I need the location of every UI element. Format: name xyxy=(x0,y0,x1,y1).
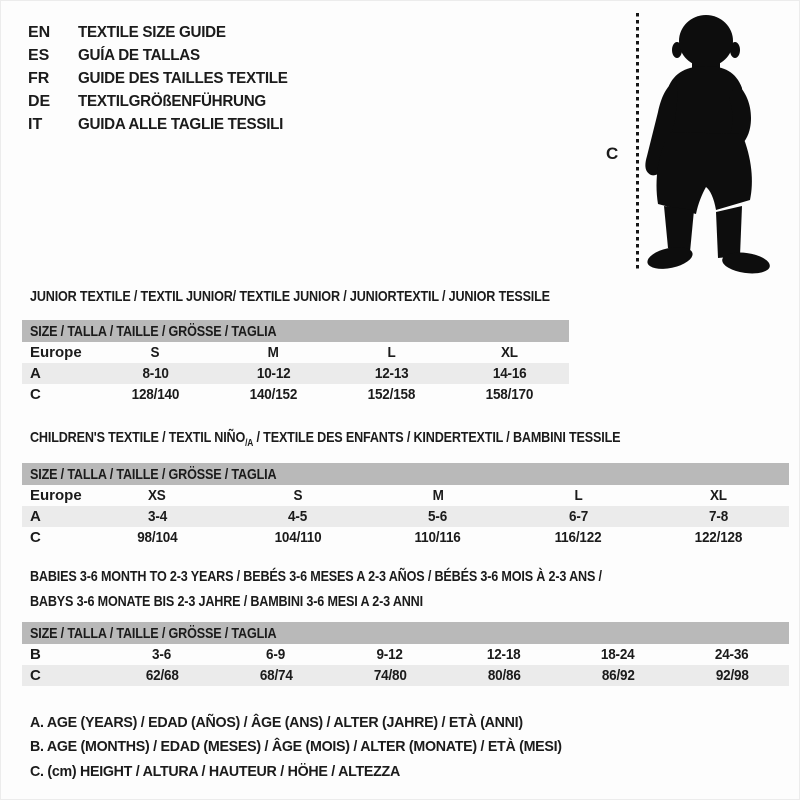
size-cell: M xyxy=(432,487,444,504)
age-cell: 3-6 xyxy=(152,646,172,663)
table-row-age-months: B 3-6 6-9 9-12 12-18 18-24 24-36 xyxy=(22,644,789,665)
height-cell: 152/158 xyxy=(367,386,416,403)
size-cell: M xyxy=(267,344,279,361)
age-cell: 8-10 xyxy=(141,365,169,382)
table-row-age: A 3-4 4-5 5-6 6-7 7-8 xyxy=(22,506,789,527)
age-cell: 18-24 xyxy=(601,646,635,663)
age-cell: 14-16 xyxy=(493,365,527,382)
height-cell: 98/104 xyxy=(137,529,178,546)
height-cell: 104/110 xyxy=(274,529,322,546)
size-cell: XS xyxy=(148,487,167,504)
babies-size-table: SIZE / TALLA / TAILLE / GRÖSSE / TAGLIA … xyxy=(22,622,789,686)
age-cell: 5-6 xyxy=(428,508,448,525)
children-section-heading: CHILDREN'S TEXTILE / TEXTIL NIÑO/A / TEX… xyxy=(30,429,621,449)
age-cell: 12-13 xyxy=(374,365,409,382)
row-label: B xyxy=(30,646,41,663)
height-cell: 128/140 xyxy=(131,386,179,403)
age-cell: 10-12 xyxy=(256,365,291,382)
language-row-fr: FR GUIDE DES TAILLES TEXTILE xyxy=(28,67,299,90)
junior-size-table: SIZE / TALLA / TAILLE / GRÖSSE / TAGLIA … xyxy=(22,320,569,405)
height-cell: 110/116 xyxy=(414,529,462,546)
size-cell: S xyxy=(150,344,160,361)
nino-a-subscript: /A xyxy=(245,438,254,449)
size-header-bar: SIZE / TALLA / TAILLE / GRÖSSE / TAGLIA xyxy=(22,622,789,644)
age-cell: 6-9 xyxy=(266,646,286,663)
language-title: TEXTILGRÖßENFÜHRUNG xyxy=(78,92,266,110)
table-row-europe: Europe XS S M L XL xyxy=(22,485,789,506)
junior-section-heading: JUNIOR TEXTILE / TEXTIL JUNIOR/ TEXTILE … xyxy=(30,288,550,305)
height-measure-label: C xyxy=(606,144,619,163)
row-label: Europe xyxy=(30,487,82,504)
height-cell: 86/92 xyxy=(601,667,635,684)
language-code: ES xyxy=(28,46,50,64)
height-cell: 68/74 xyxy=(259,667,293,684)
size-cell: L xyxy=(574,487,583,504)
language-title: GUIDE DES TAILLES TEXTILE xyxy=(78,69,288,87)
language-row-en: EN TEXTILE SIZE GUIDE xyxy=(28,21,299,44)
row-label: A xyxy=(30,365,41,382)
height-cell: 80/86 xyxy=(487,667,521,684)
age-cell: 6-7 xyxy=(568,508,588,525)
babies-section-heading: BABIES 3-6 MONTH TO 2-3 YEARS / BEBÉS 3-… xyxy=(30,568,602,610)
row-label: Europe xyxy=(30,344,82,361)
row-label: C xyxy=(30,667,41,684)
height-cell: 122/128 xyxy=(695,529,743,546)
size-cell: L xyxy=(387,344,396,361)
language-row-it: IT GUIDA ALLE TAGLIE TESSILI xyxy=(28,113,299,136)
table-row-height: C 128/140 140/152 152/158 158/170 xyxy=(22,384,569,405)
height-measure-dotted-line xyxy=(636,13,639,272)
language-row-de: DE TEXTILGRÖßENFÜHRUNG xyxy=(28,90,299,113)
language-code: EN xyxy=(28,23,51,41)
height-cell: 116/122 xyxy=(555,529,602,546)
footnote-age-years: A. AGE (YEARS) / EDAD (AÑOS) / ÂGE (ANS)… xyxy=(30,713,523,731)
children-size-table: SIZE / TALLA / TAILLE / GRÖSSE / TAGLIA … xyxy=(22,463,789,548)
table-row-age: A 8-10 10-12 12-13 14-16 xyxy=(22,363,569,384)
table-row-europe: Europe S M L XL xyxy=(22,342,569,363)
age-cell: 7-8 xyxy=(709,508,729,525)
language-title: TEXTILE SIZE GUIDE xyxy=(78,23,226,41)
height-cell: 92/98 xyxy=(715,667,749,684)
age-cell: 4-5 xyxy=(288,508,308,525)
height-cell: 140/152 xyxy=(249,386,298,403)
language-title-list: EN TEXTILE SIZE GUIDE ES GUÍA DE TALLAS … xyxy=(28,21,299,136)
height-cell: 62/68 xyxy=(145,667,179,684)
row-label: A xyxy=(30,508,41,525)
table-row-height: C 98/104 104/110 110/116 116/122 122/128 xyxy=(22,527,789,548)
age-cell: 9-12 xyxy=(376,646,404,663)
size-cell: XL xyxy=(501,344,519,361)
table-row-height: C 62/68 68/74 74/80 80/86 86/92 92/98 xyxy=(22,665,789,686)
height-cell: 158/170 xyxy=(486,386,534,403)
language-code: DE xyxy=(28,92,51,110)
height-cell: 74/80 xyxy=(373,667,407,684)
toddler-silhouette-icon xyxy=(645,15,770,274)
language-code: FR xyxy=(28,69,50,87)
age-cell: 24-36 xyxy=(715,646,749,663)
footnotes: A. AGE (YEARS) / EDAD (AÑOS) / ÂGE (ANS)… xyxy=(30,710,590,784)
footnote-height-cm: C. (cm) HEIGHT / ALTURA / HAUTEUR / HÖHE… xyxy=(30,762,400,780)
row-label: C xyxy=(30,529,41,546)
size-cell: XL xyxy=(710,487,728,504)
row-label: C xyxy=(30,386,41,403)
size-cell: S xyxy=(293,487,303,504)
language-title: GUÍA DE TALLAS xyxy=(78,46,200,64)
language-title: GUIDA ALLE TAGLIE TESSILI xyxy=(78,115,284,133)
age-cell: 3-4 xyxy=(147,508,167,525)
age-cell: 12-18 xyxy=(487,646,521,663)
footnote-age-months: B. AGE (MONTHS) / EDAD (MESES) / ÂGE (MO… xyxy=(30,738,562,756)
size-header-bar: SIZE / TALLA / TAILLE / GRÖSSE / TAGLIA xyxy=(22,463,789,485)
language-code: IT xyxy=(28,115,43,133)
language-row-es: ES GUÍA DE TALLAS xyxy=(28,44,299,67)
size-header-bar: SIZE / TALLA / TAILLE / GRÖSSE / TAGLIA xyxy=(22,320,569,342)
